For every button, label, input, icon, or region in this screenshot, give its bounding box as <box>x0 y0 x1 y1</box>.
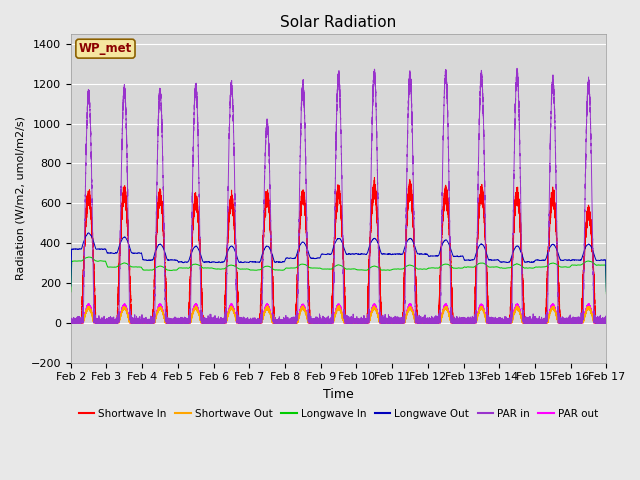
Y-axis label: Radiation (W/m2, umol/m2/s): Radiation (W/m2, umol/m2/s) <box>15 116 25 280</box>
Title: Solar Radiation: Solar Radiation <box>280 15 397 30</box>
Text: WP_met: WP_met <box>79 42 132 55</box>
Legend: Shortwave In, Shortwave Out, Longwave In, Longwave Out, PAR in, PAR out: Shortwave In, Shortwave Out, Longwave In… <box>74 405 603 423</box>
X-axis label: Time: Time <box>323 388 354 401</box>
